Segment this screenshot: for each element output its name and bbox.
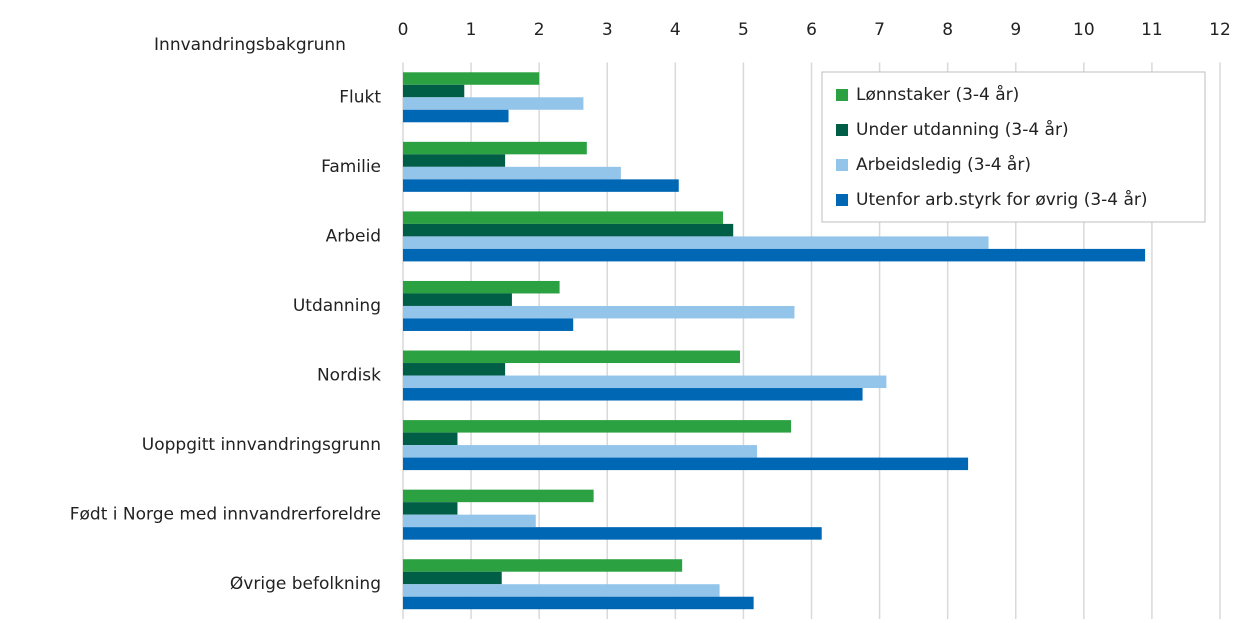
- bar: [403, 179, 679, 192]
- bar: [403, 432, 458, 446]
- bar: [403, 489, 594, 503]
- bar: [403, 223, 734, 237]
- bar: [403, 559, 683, 572]
- bar: [403, 502, 458, 515]
- x-tick-label: 5: [738, 20, 749, 40]
- bar: [403, 72, 540, 85]
- x-tick-label: 9: [1010, 20, 1021, 40]
- bar: [403, 154, 506, 167]
- bar: [403, 571, 502, 585]
- x-tick-label: 8: [942, 20, 953, 40]
- x-tick-label: 4: [670, 20, 681, 40]
- x-tick-label: 7: [874, 20, 885, 40]
- bar: [403, 305, 795, 319]
- x-tick-label: 1: [466, 20, 477, 40]
- legend-swatch: [836, 124, 848, 136]
- bar: [403, 293, 512, 306]
- y-tick-label: Arbeid: [326, 226, 381, 246]
- bar: [403, 211, 723, 224]
- bar: [403, 248, 1146, 262]
- y-tick-label: Utdanning: [293, 296, 381, 316]
- bar: [403, 318, 574, 331]
- bar: [403, 420, 792, 433]
- x-tick-label: 0: [398, 20, 409, 40]
- bar: [403, 363, 506, 376]
- bar: [403, 514, 536, 528]
- legend-swatch: [836, 89, 848, 101]
- bar: [403, 166, 621, 180]
- y-tick-label: Familie: [321, 157, 381, 177]
- bar: [403, 280, 560, 294]
- bar: [403, 84, 465, 98]
- y-tick-label: Øvrige befolkning: [230, 574, 381, 594]
- bar: [403, 350, 741, 364]
- bar: [403, 527, 822, 540]
- x-tick-label: 2: [534, 20, 545, 40]
- x-tick-label: 6: [806, 20, 817, 40]
- x-tick-label: 10: [1073, 20, 1095, 40]
- bar: [403, 445, 758, 458]
- y-axis-label: Innvandringsbakgrunn: [154, 35, 346, 55]
- legend-label: Under utdanning (3-4 år): [856, 119, 1069, 140]
- legend-label: Arbeidsledig (3-4 år): [856, 154, 1031, 175]
- legend-box: [821, 71, 1206, 223]
- y-tick-label: Nordisk: [317, 366, 381, 386]
- bar: [403, 375, 887, 389]
- y-tick-label: Flukt: [339, 87, 381, 107]
- y-tick-label: Født i Norge med innvandrerforeldre: [70, 505, 381, 525]
- legend-label: Utenfor arb.styrk for øvrig (3-4 år): [856, 189, 1148, 210]
- bar: [403, 388, 863, 401]
- legend-label: Lønnstaker (3-4 år): [856, 84, 1019, 105]
- bar: [403, 97, 584, 110]
- bar: [403, 457, 969, 471]
- x-tick-label: 3: [602, 20, 613, 40]
- y-tick-label: Uoppgitt innvandringsgrunn: [142, 435, 381, 455]
- bar: [403, 596, 754, 610]
- bar: [403, 236, 989, 249]
- bar: [403, 109, 509, 123]
- bar: [403, 141, 587, 155]
- bar: [403, 584, 720, 597]
- x-tick-label: 12: [1209, 20, 1231, 40]
- legend-swatch: [836, 159, 848, 171]
- legend-swatch: [836, 194, 848, 206]
- x-tick-label: 11: [1141, 20, 1163, 40]
